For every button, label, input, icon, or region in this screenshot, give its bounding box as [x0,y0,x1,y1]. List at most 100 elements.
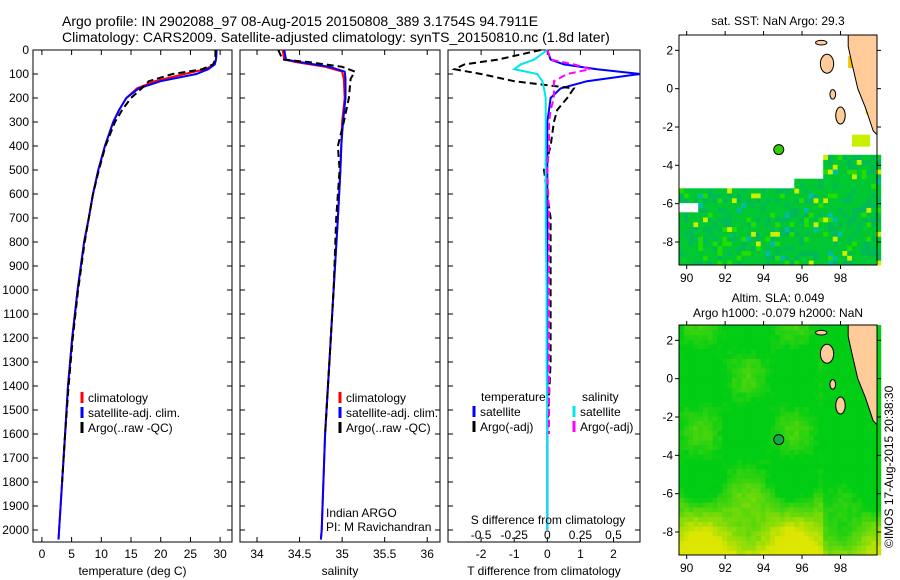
map-cell [813,241,819,247]
map-cell [683,193,689,199]
map-cell [679,440,685,446]
map-cell [804,478,810,484]
map-cell [717,401,723,407]
map-cell [779,260,786,266]
map-cell [698,545,704,551]
map-cell [818,521,824,527]
map-cell [847,473,853,479]
map-cell [852,459,858,465]
map-cell [823,241,829,247]
map-cell [741,420,747,426]
map-cell [861,188,867,194]
map-cell [799,535,805,541]
map-cell [808,550,814,556]
map-cell [698,459,704,465]
map-cell [760,255,766,261]
map-cell [698,464,704,470]
map-cell [770,444,776,450]
map-cell [842,497,848,503]
map-cell [736,255,742,261]
map-cell [712,545,718,551]
map-cell [799,377,805,383]
map-cell [866,507,872,513]
map-cell [741,473,747,479]
map-cell [804,231,810,237]
map-cell [852,255,858,261]
map-cell [823,550,829,556]
map-cell [683,382,689,388]
map-cell [731,425,738,431]
map-cell [765,363,771,369]
map-cell [751,420,757,426]
legend-label: Argo(..raw -QC) [88,421,173,435]
lat-tick-label: -6 [662,197,673,211]
map-cell [813,339,819,345]
map-cell [746,430,752,436]
map-cell [683,396,689,403]
map-cell [722,188,728,194]
map-cell [861,483,867,489]
map-cell [751,449,757,455]
map-cell [693,372,699,379]
map-cell [804,255,810,261]
map-cell [856,449,862,455]
map-cell [818,377,824,383]
map-cell [871,245,877,251]
map-cell [760,392,766,398]
map-cell [828,401,834,407]
map-cell [775,197,781,204]
map-cell [789,334,795,340]
map-cell [818,372,824,379]
map-cell [741,226,747,232]
map-cell [813,236,819,242]
map-cell [789,396,795,403]
map-cell [856,401,862,407]
series-line-argo-raw-qc- [277,49,357,435]
x-tick-label: 0 [544,547,551,561]
map-cell [813,202,819,208]
map-cell [866,169,872,175]
map-cell [698,401,704,407]
map-cell [741,372,747,379]
map-cell [779,430,786,436]
map-cell [683,221,689,228]
map-cell [683,392,689,398]
map-cell [693,478,699,484]
map-cell [746,382,752,388]
x-tick-label: 36 [421,547,435,561]
map-cell [722,478,728,484]
map-cell [703,550,709,556]
map-cell [717,236,723,242]
map-cell [779,358,786,364]
map-cell [808,207,814,213]
map-cell [866,492,872,498]
map-cell [731,250,738,256]
map-cell [847,526,853,532]
map-cell [871,454,877,460]
map-cell [847,358,853,364]
map-cell [712,339,718,345]
map-cell [837,353,843,359]
map-cell [842,372,848,379]
map-cell [741,444,747,450]
map-cell [765,516,771,522]
map-cell [760,188,766,194]
map-cell [789,473,795,479]
map-cell [842,334,848,340]
map-cell [746,516,752,522]
map-cell [703,363,709,369]
map-cell [828,202,834,208]
map-cell [703,245,709,251]
map-cell [861,164,867,170]
map-cell [679,511,685,518]
map-cell [741,377,747,383]
map-cell [808,516,814,522]
map-cell [746,444,752,450]
map-cell [717,406,723,412]
map-cell [779,420,786,426]
lat-tick-label: -2 [662,410,673,424]
map-cell [751,511,757,518]
map-cell [741,531,747,537]
